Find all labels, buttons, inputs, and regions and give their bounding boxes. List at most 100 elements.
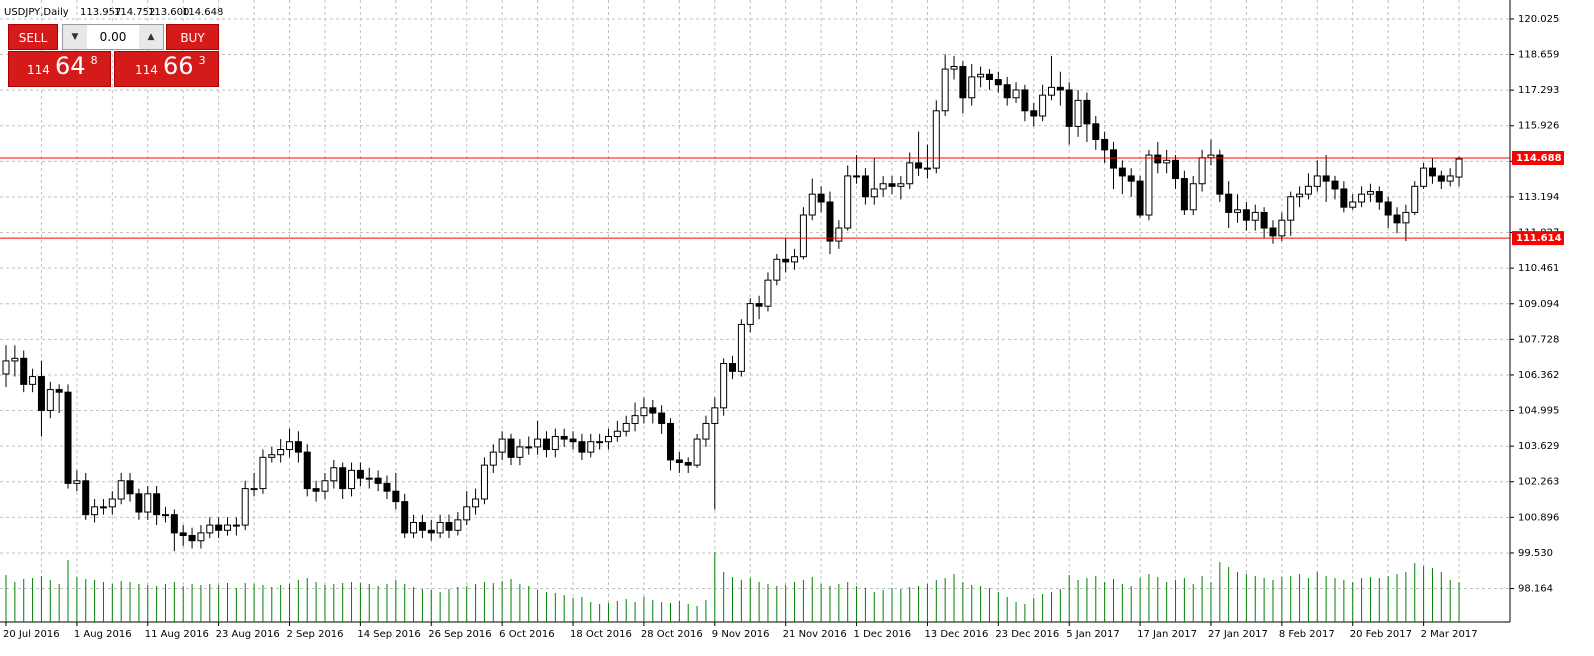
candle-body xyxy=(215,524,223,531)
candle-body xyxy=(126,480,134,495)
x-tick-label: 23 Aug 2016 xyxy=(216,629,280,640)
candle-body xyxy=(321,480,329,492)
candle-body xyxy=(1375,191,1383,203)
candle-body xyxy=(1455,158,1463,178)
candle-body xyxy=(950,65,958,70)
candle-body xyxy=(1127,175,1135,182)
y-tick-label: 102.263 xyxy=(1518,477,1559,488)
candle-body xyxy=(1366,191,1374,195)
candle-body xyxy=(861,175,869,198)
candle-body xyxy=(374,477,382,484)
sell-button[interactable]: SELL xyxy=(8,24,58,50)
trade-panel: SELL ▼ 0.00 ▲ BUY 114 64 8 114 66 3 xyxy=(8,24,219,87)
candle-body xyxy=(808,193,816,216)
y-tick-label: 99.530 xyxy=(1518,548,1553,559)
candle-body xyxy=(542,438,550,451)
candle-body xyxy=(206,524,214,534)
x-tick-label: 1 Aug 2016 xyxy=(74,629,132,640)
candle-body xyxy=(711,407,719,424)
candle-body xyxy=(1118,167,1126,177)
candle-body xyxy=(29,376,37,385)
y-tick-label: 98.164 xyxy=(1518,584,1553,595)
x-tick-label: 17 Jan 2017 xyxy=(1137,629,1197,640)
ask-point: 3 xyxy=(198,54,206,67)
candle-body xyxy=(1012,89,1020,99)
candle-body xyxy=(1411,185,1419,213)
candle-body xyxy=(675,459,683,464)
candle-body xyxy=(649,407,657,414)
candle-body xyxy=(489,451,497,466)
buy-button[interactable]: BUY xyxy=(166,24,219,50)
candle-body xyxy=(941,68,949,112)
y-tick-label: 107.728 xyxy=(1518,334,1559,345)
candle-body xyxy=(179,532,187,536)
candle-body xyxy=(1322,175,1330,182)
ask-pips: 66 xyxy=(163,52,194,80)
candle-body xyxy=(1180,178,1188,211)
candle-body xyxy=(232,524,240,527)
candle-body xyxy=(613,430,621,437)
candle-body xyxy=(20,357,28,385)
candle-body xyxy=(1446,175,1454,182)
lot-value: 0.00 xyxy=(99,30,127,44)
candle-body xyxy=(330,467,338,482)
y-tick-label: 109.094 xyxy=(1518,299,1559,310)
y-tick-label: 120.025 xyxy=(1518,14,1559,25)
candle-body xyxy=(241,488,249,526)
candle-body xyxy=(994,79,1002,86)
candle-body xyxy=(392,490,400,503)
candle-body xyxy=(737,323,745,372)
candle-body xyxy=(1101,138,1109,151)
candle-body xyxy=(480,464,488,500)
candle-body xyxy=(1092,123,1100,140)
candle-body xyxy=(658,412,666,424)
x-tick-label: 8 Feb 2017 xyxy=(1279,629,1335,640)
candle-body xyxy=(932,110,940,169)
candle-body xyxy=(436,521,444,534)
x-tick-label: 28 Oct 2016 xyxy=(641,629,703,640)
candle-body xyxy=(1437,175,1445,182)
x-tick-label: 9 Nov 2016 xyxy=(712,629,770,640)
candle-body xyxy=(250,488,258,491)
candle-body xyxy=(188,534,196,542)
candle-body xyxy=(1331,180,1339,190)
y-tick-label: 100.896 xyxy=(1518,512,1559,523)
candle-body xyxy=(525,446,533,449)
decrease-button[interactable]: ▼ xyxy=(63,25,87,49)
candle-body xyxy=(91,506,99,516)
candle-body xyxy=(879,183,887,190)
ask-price[interactable]: 114 66 3 xyxy=(114,51,219,87)
candle-body xyxy=(968,76,976,99)
candle-body xyxy=(755,303,763,307)
candle-body xyxy=(596,441,604,444)
increase-button[interactable]: ▲ xyxy=(139,25,163,49)
candle-body xyxy=(303,451,311,490)
price-label: 114.688 xyxy=(1516,153,1562,164)
candle-body xyxy=(853,175,861,178)
price-label-box xyxy=(1512,231,1564,246)
x-tick-label: 2 Sep 2016 xyxy=(287,629,344,640)
x-tick-label: 20 Jul 2016 xyxy=(3,629,60,640)
candle-body xyxy=(888,183,896,187)
candle-body xyxy=(507,438,515,458)
candle-body xyxy=(1358,193,1366,203)
candle-body xyxy=(631,415,639,424)
candle-body xyxy=(640,407,648,417)
candle-body xyxy=(339,467,347,490)
candle-body xyxy=(915,162,923,169)
bid-big-figure: 114 xyxy=(27,63,50,77)
lot-input[interactable]: ▼ 0.00 ▲ xyxy=(62,24,164,50)
candle-body xyxy=(1110,149,1117,169)
candle-body xyxy=(826,201,834,242)
candle-body xyxy=(604,435,612,443)
candle-body xyxy=(684,462,692,466)
header-value: 114.752 xyxy=(114,7,155,18)
candle-body xyxy=(799,214,807,258)
y-tick-label: 117.293 xyxy=(1518,85,1559,96)
candle-body xyxy=(356,469,364,479)
bid-price[interactable]: 114 64 8 xyxy=(8,51,111,87)
y-tick-label: 106.362 xyxy=(1518,370,1559,381)
candle-body xyxy=(37,376,45,411)
